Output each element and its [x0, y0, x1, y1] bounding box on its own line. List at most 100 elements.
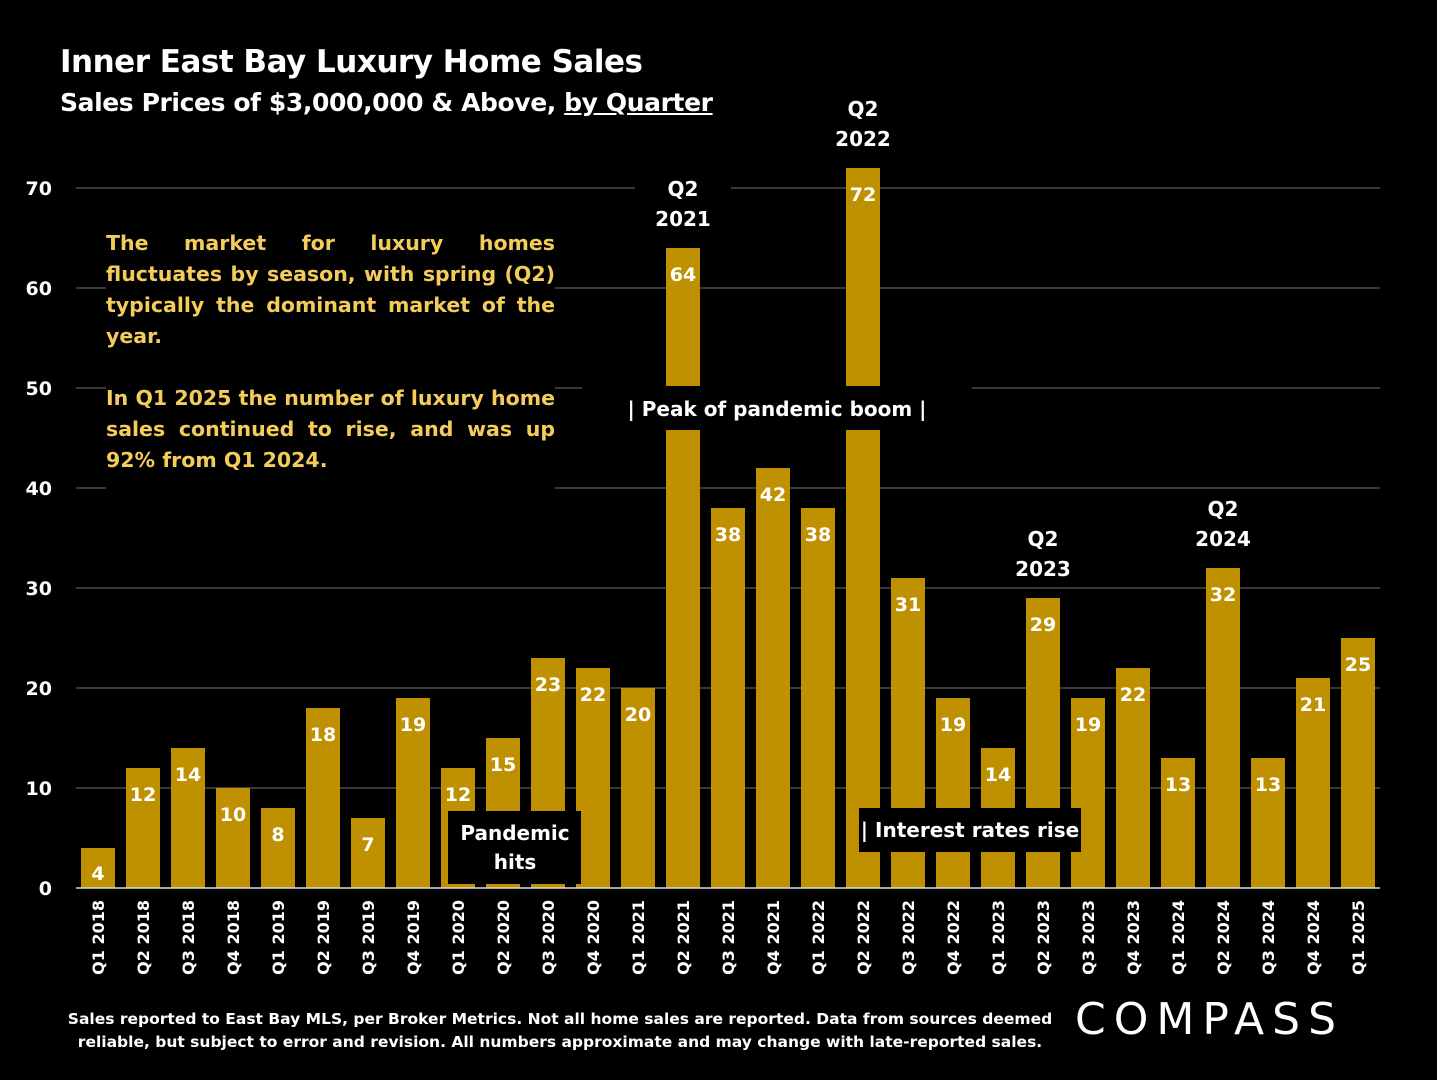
commentary-paragraph-1: The market for luxury homes fluctuates b…	[106, 231, 555, 348]
bar-value-label: 19	[1075, 714, 1101, 736]
bar-value-label: 21	[1300, 694, 1326, 716]
bar-value-label: 64	[670, 264, 696, 286]
x-tick-label: Q2 2024	[1214, 900, 1233, 975]
x-tick-label: Q4 2024	[1304, 900, 1323, 975]
bar-q3-2024	[1251, 758, 1285, 888]
bar-q2-2024	[1206, 568, 1240, 888]
annotation-label: Q2	[848, 97, 879, 121]
bar-q2-2018	[126, 768, 160, 888]
bar-q1-2024	[1161, 758, 1195, 888]
bar-q4-2022	[936, 698, 970, 888]
bar-value-label: 38	[715, 524, 741, 546]
bar-value-label: 7	[361, 834, 374, 856]
y-tick-label: 50	[26, 378, 52, 400]
annotation-label: Q2	[1028, 527, 1059, 551]
y-tick-label: 60	[26, 278, 52, 300]
x-tick-label: Q3 2024	[1259, 900, 1278, 975]
bar-value-labels: 4 12 14 10 8 18 7 19 12 15 23 22 20 64 38 42 38 72 31 19 14 2…	[91, 184, 1371, 885]
callout-rates-bg	[859, 808, 1081, 852]
subtitle-main: Sales Prices of $3,000,000 & Above,	[60, 88, 556, 117]
bar-value-label: 42	[760, 484, 786, 506]
bar-value-label: 12	[445, 784, 471, 806]
bar-value-label: 19	[400, 714, 426, 736]
annotation-label: 2023	[1015, 557, 1071, 581]
bar-value-label: 22	[1120, 684, 1146, 706]
bar-value-label: 14	[985, 764, 1011, 786]
y-tick-label: 20	[26, 678, 52, 700]
x-tick-label: Q3 2019	[359, 900, 378, 975]
x-tick-label: Q2 2021	[674, 900, 693, 975]
x-tick-label: Q1 2024	[1169, 900, 1188, 975]
bar-value-label: 72	[850, 184, 876, 206]
y-tick-label: 0	[39, 878, 52, 900]
bar-value-label: 18	[310, 724, 336, 746]
y-tick-label: 70	[26, 178, 52, 200]
bar-value-label: 31	[895, 594, 921, 616]
x-tick-label: Q3 2022	[899, 900, 918, 975]
bar-q4-2023	[1116, 668, 1150, 888]
bar-q3-2018	[171, 748, 205, 888]
commentary-box: The market for luxury homes fluctuates b…	[106, 228, 555, 507]
callout-peak-bg	[582, 386, 972, 430]
x-tick-label: Q2 2023	[1034, 900, 1053, 975]
compass-logo: COMPASS	[1075, 994, 1344, 1045]
callouts: | Peak of pandemic boom | Pandemic hits | I…	[448, 386, 1081, 884]
commentary-paragraph-2: In Q1 2025 the number of luxury home sal…	[106, 386, 555, 472]
x-tick-label: Q3 2020	[539, 900, 558, 975]
x-tick-label: Q4 2019	[404, 900, 423, 975]
subtitle-emphasis: by Quarter	[564, 88, 713, 117]
x-tick-label: Q2 2019	[314, 900, 333, 975]
y-axis: 0 10 20 30 40 50 60 70	[26, 178, 52, 900]
annotation-bg	[635, 170, 731, 234]
x-tick-label: Q4 2020	[584, 900, 603, 975]
y-tick-label: 30	[26, 578, 52, 600]
bar-q3-2021	[711, 508, 745, 888]
bar-value-label: 38	[805, 524, 831, 546]
y-tick-label: 10	[26, 778, 52, 800]
x-tick-label: Q3 2021	[719, 900, 738, 975]
x-tick-label: Q1 2022	[809, 900, 828, 975]
callout-pandemic-bg	[448, 811, 581, 884]
bar-value-label: 23	[535, 674, 561, 696]
x-tick-label: Q2 2018	[134, 900, 153, 975]
bar-q4-2021	[756, 468, 790, 888]
bar-q1-2025	[1341, 638, 1375, 888]
annotation-label: 2022	[835, 127, 891, 151]
y-tick-label: 40	[26, 478, 52, 500]
bar-value-label: 19	[940, 714, 966, 736]
x-tick-label: Q1 2023	[989, 900, 1008, 975]
bar-q1-2019	[261, 808, 295, 888]
bar-q1-2022	[801, 508, 835, 888]
bar-q2-2022	[846, 168, 880, 888]
x-tick-label: Q1 2018	[89, 900, 108, 975]
annotation-label: 2021	[655, 207, 711, 231]
bar-value-label: 4	[91, 863, 104, 885]
bar-q1-2018	[81, 848, 115, 888]
quarter-annotations: Q2 2021 Q2 2022 Q2 2023 Q2 2024	[635, 90, 1271, 584]
x-tick-label: Q3 2018	[179, 900, 198, 975]
bar-q3-2023	[1071, 698, 1105, 888]
callout-peak-label: | Peak of pandemic boom |	[627, 397, 926, 421]
x-tick-label: Q1 2019	[269, 900, 288, 975]
bar-value-label: 29	[1030, 614, 1056, 636]
bar-value-label: 10	[220, 804, 246, 826]
bar-value-label: 12	[130, 784, 156, 806]
annotation-label: 2024	[1195, 527, 1251, 551]
annotation-bg	[815, 90, 911, 154]
bar-value-label: 20	[625, 704, 651, 726]
annotation-label: Q2	[1208, 497, 1239, 521]
x-tick-label: Q4 2022	[944, 900, 963, 975]
bar-value-label: 14	[175, 764, 201, 786]
bar-value-label: 15	[490, 754, 516, 776]
callout-pandemic-label: Pandemic	[460, 821, 569, 845]
bar-value-label: 8	[271, 824, 284, 846]
x-tick-label: Q4 2021	[764, 900, 783, 975]
bar-q2-2021	[666, 248, 700, 888]
bar-value-label: 32	[1210, 584, 1236, 606]
callout-rates-label: | Interest rates rise	[861, 818, 1079, 842]
bar-q4-2019	[396, 698, 430, 888]
bar-q2-2019	[306, 708, 340, 888]
annotation-bg	[1175, 490, 1271, 554]
chart-subtitle: Sales Prices of $3,000,000 & Above, by Q…	[60, 88, 713, 117]
